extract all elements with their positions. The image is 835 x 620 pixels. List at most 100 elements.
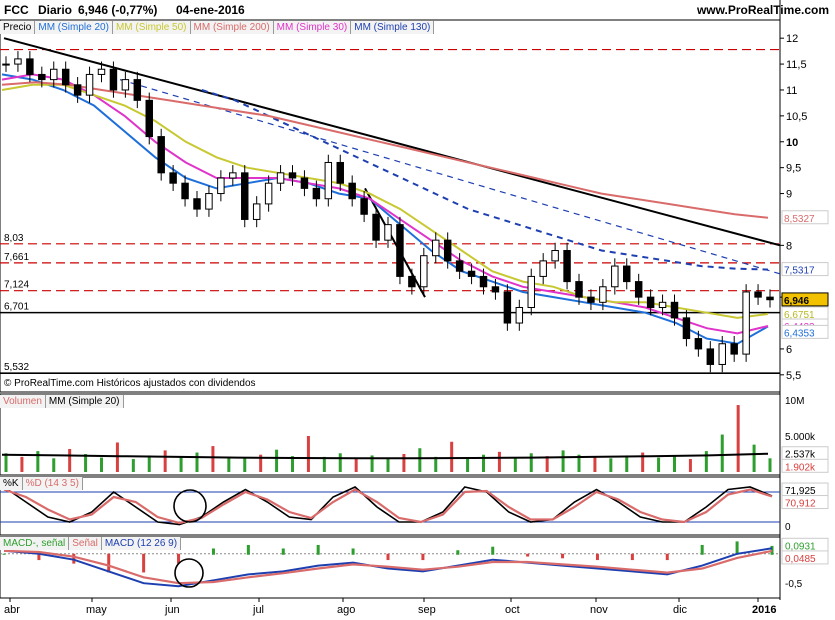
stochastic-legend: %K %D (14 3 5) [0,477,83,490]
price-legend-item-4[interactable]: MM (Simple 30) [273,21,352,34]
candle-body-15 [181,182,189,200]
price-tick-label-4: 10 [786,137,798,149]
macd-value-box-1 [781,550,829,565]
candle-body-34 [408,275,416,288]
volume-bar-19 [306,436,310,472]
candle-body-35 [420,255,428,288]
macd-hist-bar-20 [700,544,704,555]
level-label-3: 6,701 [4,302,29,313]
macd-legend-item-1[interactable]: Señal [69,537,102,550]
macd-hist-bar-9 [316,544,320,555]
volume-bar-10 [163,450,167,472]
price-tick-label-3: 10,5 [786,111,807,123]
volume-bar-45 [720,434,724,472]
volume-bar-18 [291,456,294,472]
stochastic-legend-item-0[interactable]: %K [0,477,23,490]
macd-hist-bar-18 [630,553,634,561]
price-legend-item-1[interactable]: MM (Simple 20) [35,21,113,34]
stoch-line-0 [3,486,773,526]
price-value-label-2: 6,946 [784,296,809,307]
volume-bar-4 [68,448,72,472]
price-legend-item-2[interactable]: MM (Simple 50) [112,21,191,34]
candle-body-55 [658,301,667,308]
volume-axis-label-2: 2.537k [785,450,816,461]
candle-body-16 [193,198,201,210]
macd-legend-item-2[interactable]: MACD (12 26 9) [101,537,182,550]
volume-bar-3 [52,458,56,472]
candle-body-18 [217,177,225,195]
volume-bar-41 [657,457,661,472]
macd-legend-item-0[interactable]: MACD-, señal [0,537,70,550]
candle-body-59 [706,348,715,365]
candle-body-29 [348,182,356,200]
candle-body-58 [694,338,703,350]
candle-body-38 [455,260,464,272]
volume-bar-7 [115,442,119,472]
volume-legend-item-1[interactable]: MM (Simple 20) [45,395,124,408]
volume-bar-39 [625,455,629,472]
price-value-box-5 [781,324,829,339]
candle-body-40 [479,275,488,288]
stoch-axis-label-2: 0 [785,522,791,533]
candle-body-60 [718,343,726,365]
chart-header: FCC Diario 6,946 (-0,77%) 04-ene-2016 ww… [0,0,835,20]
volume-bar-36 [577,454,581,472]
macd-hist-bar-21 [735,541,739,555]
last-quote: 6,946 (-0,77%) [78,3,158,17]
candle-body-33 [396,224,404,277]
volume-bar-33 [529,453,533,472]
trend-line-main [3,37,781,247]
macd-annotation-circle [174,558,204,588]
price-legend-item-5[interactable]: MM (Simple 130) [351,21,435,34]
price-legend-item-0[interactable]: Precio [0,21,36,34]
volume-bar-46 [736,405,740,472]
price-legend-item-3[interactable]: MM (Simple 200) [190,21,274,34]
candle-body-22 [264,182,273,205]
macd-hist-bar-19 [665,553,669,561]
volume-panel-frame [0,393,781,476]
macd-axis-label-2: -0,5 [785,579,803,590]
candle-body-56 [670,301,679,319]
price-tick-label-5: 9,5 [786,163,801,175]
candle-body-20 [241,172,249,220]
volume-bar-38 [609,458,613,472]
candle-body-47 [563,250,571,283]
macd-hist-bar-10 [351,548,355,555]
price-value-label-1: 7,5317 [784,266,815,277]
candle-body-57 [682,317,691,340]
candle-body-31 [372,213,380,241]
volume-legend-item-0[interactable]: Volumen [0,395,46,408]
x-axis-label-0: abr [4,604,20,616]
volume-bar-9 [147,455,151,472]
candle-body-36 [432,239,440,257]
macd-hist-bar-8 [281,548,285,555]
candle-body-24 [288,172,297,179]
price-panel-frame [0,19,781,393]
ma-line-3 [201,89,769,271]
site-link[interactable]: www.ProRealTime.com [696,3,829,17]
candle-body-63 [754,291,762,298]
volume-bar-32 [513,458,517,472]
volume-bar-2 [36,451,40,472]
volume-bar-35 [561,450,565,472]
stoch-value-box-1 [781,495,829,510]
stochastic-legend-item-1[interactable]: %D (14 3 5) [22,477,83,490]
volume-bar-16 [259,454,263,472]
candle-body-62 [742,291,750,355]
ticker-symbol: FCC [4,3,29,17]
volume-bar-43 [688,459,692,472]
volume-bar-31 [497,451,501,472]
volume-bar-12 [195,452,199,472]
candle-body-45 [539,260,547,277]
macd-line-1 [3,549,773,585]
candle-body-52 [623,265,631,283]
candle-body-2 [26,58,34,75]
price-value-box-1 [781,262,829,277]
stoch-axis-label-0: 71,925 [785,486,816,497]
volume-bar-20 [322,456,326,472]
macd-hist-bar-14 [491,546,495,555]
volume-bar-37 [593,456,597,472]
trend-line-dashed [119,79,781,275]
candle-body-14 [169,172,177,184]
macd-hist-bar-1 [37,553,41,561]
